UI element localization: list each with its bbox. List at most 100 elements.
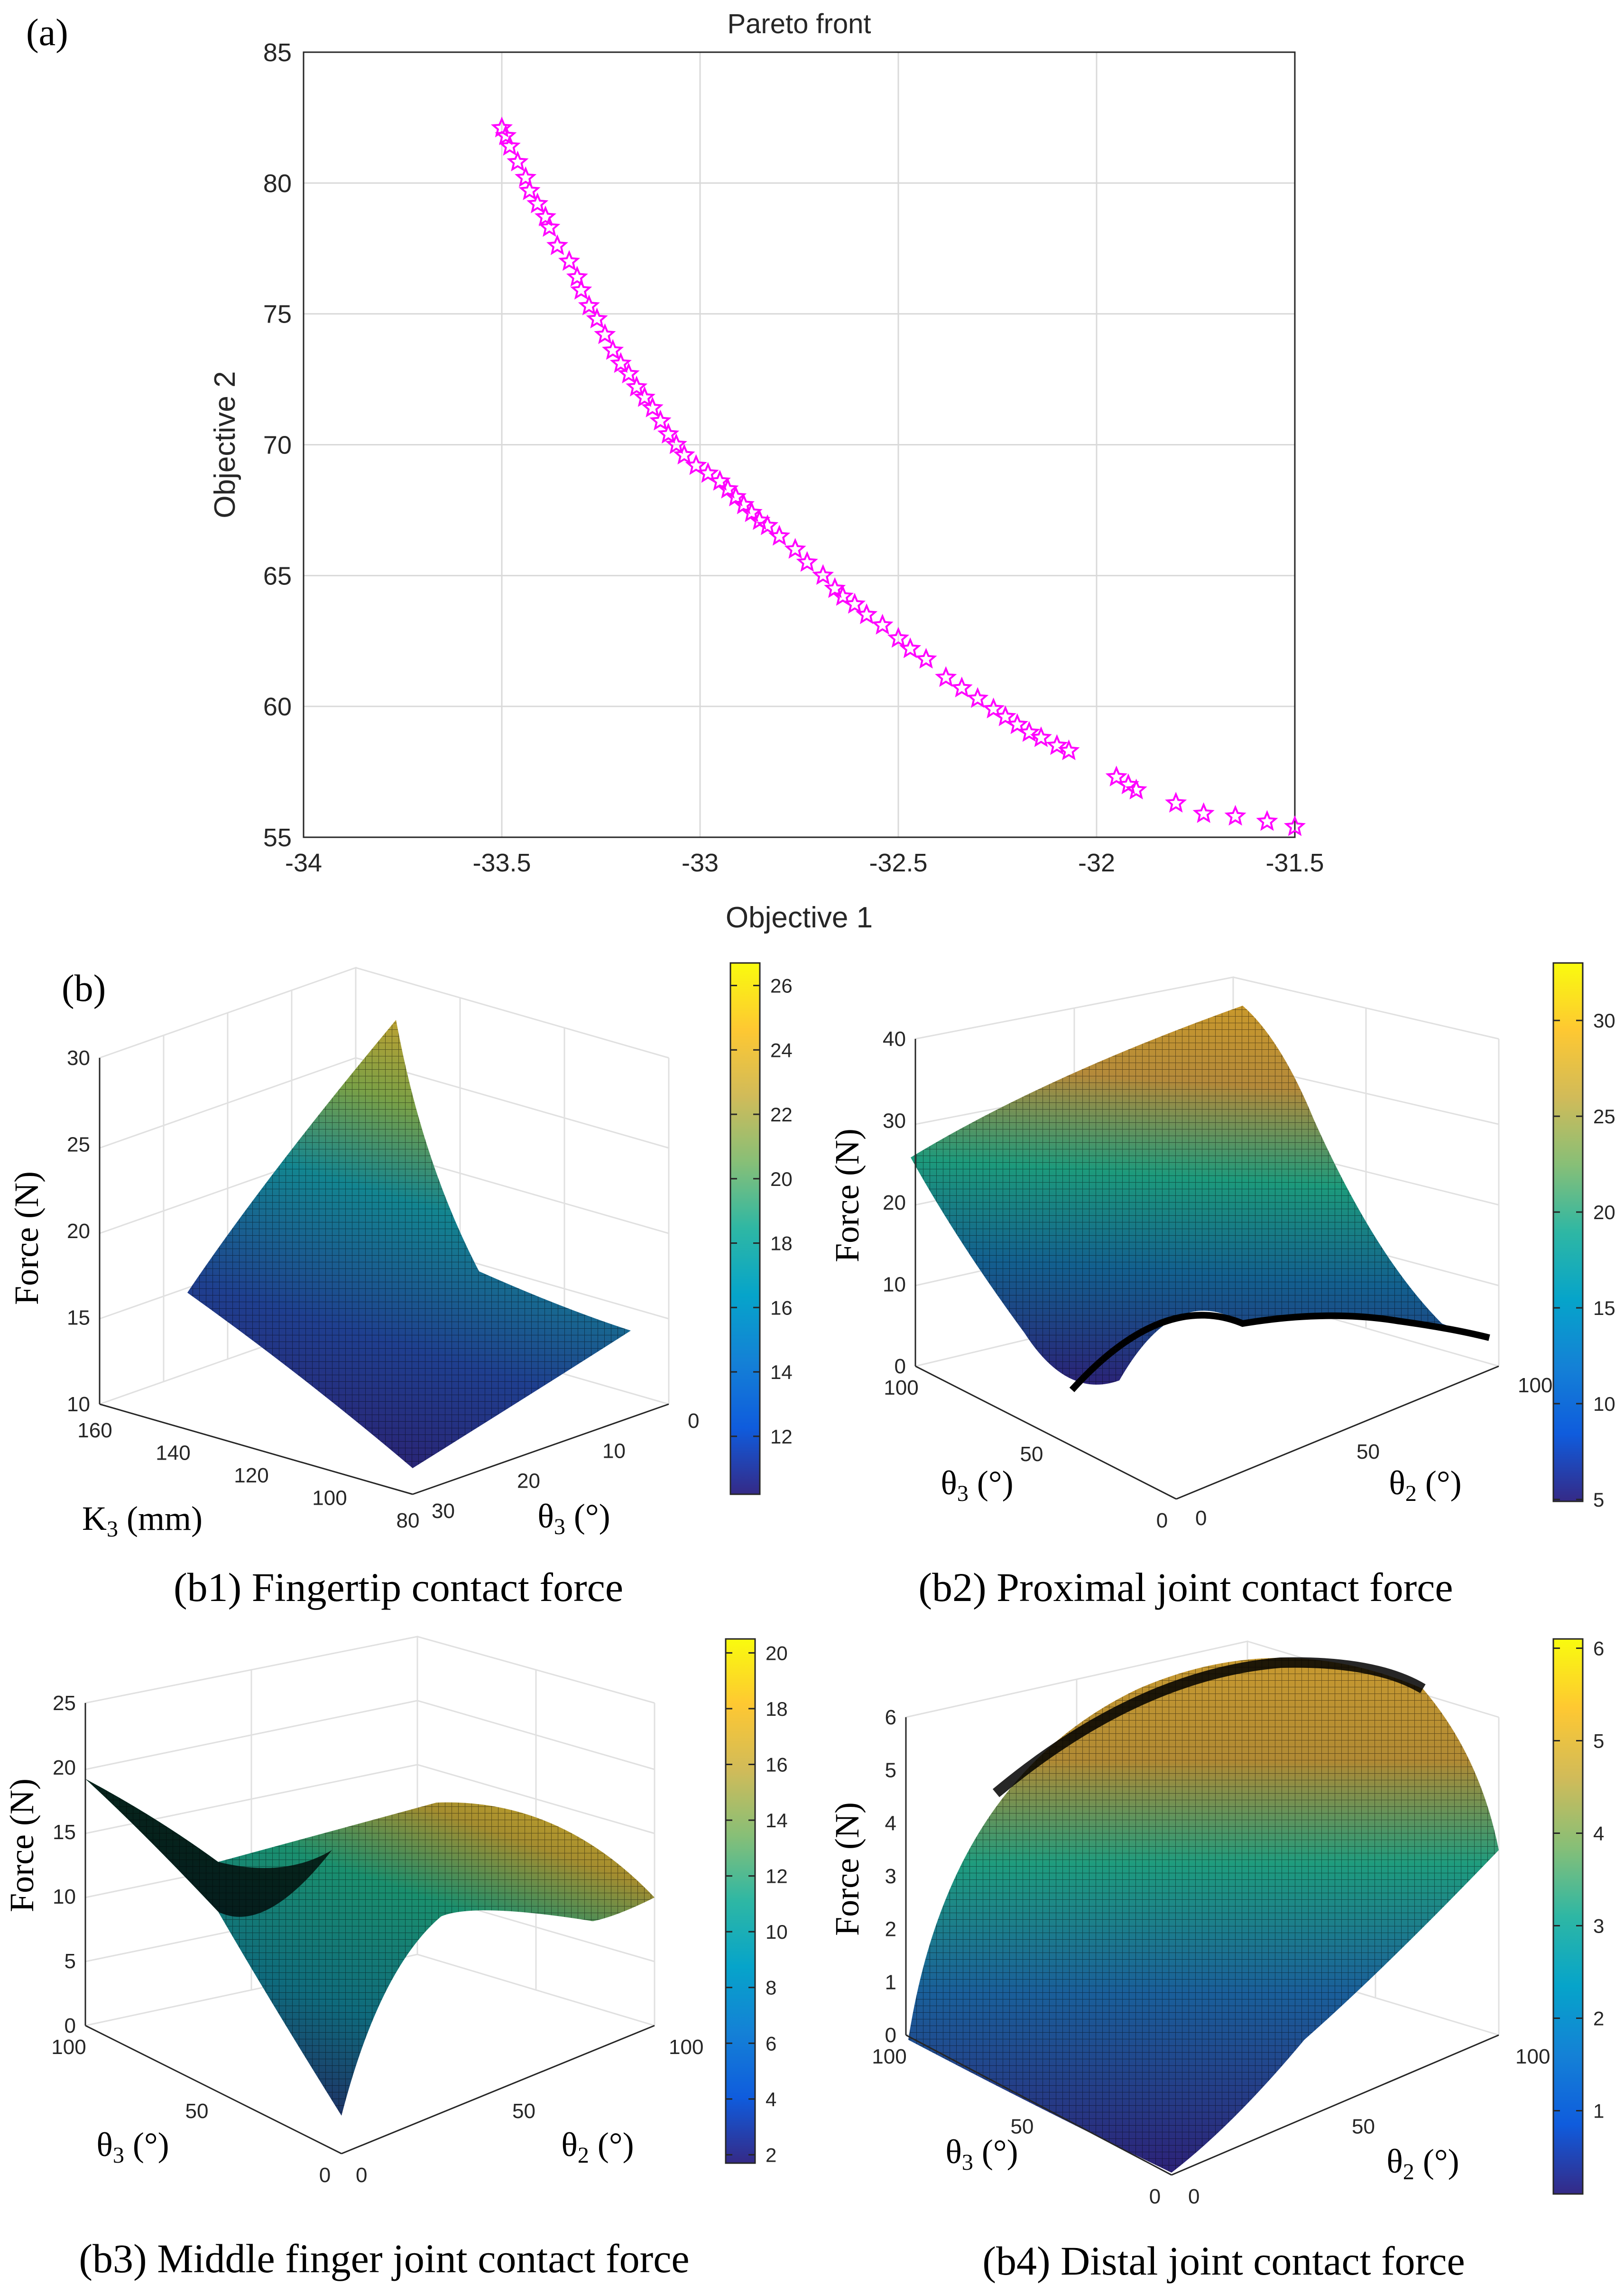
tick-label: 100 [51,2036,86,2059]
tick-label: 100 [1518,1374,1552,1397]
data-point [732,493,755,515]
b2-xlabel: θ3 (°) [941,1464,1013,1506]
data-point [1224,805,1246,826]
tick-label: 6 [885,1706,896,1729]
data-point [1256,810,1278,831]
data-point [1192,802,1215,823]
x-axis-label: Objective 1 [726,901,873,934]
colorbar-label: 12 [766,1865,788,1888]
tick-label: 80 [397,1509,420,1532]
data-point [515,166,537,187]
data-point [685,454,707,475]
b2-zlabel: Force (N) [828,1129,866,1262]
data-point [609,352,632,373]
b3-theta3-ticks: 100 50 0 [51,2036,331,2187]
colorbar-label: 16 [766,1753,788,1776]
x-tick-label: -33 [682,849,719,877]
data-point [626,375,648,397]
b3-xlabel: θ3 (°) [96,2126,169,2168]
data-point [994,705,1016,726]
data-point [950,676,973,698]
b1-caption: (b1) Fingertip contact force [174,1564,623,1610]
tick-label: 20 [883,1191,906,1214]
surface-b4: 0 1 2 3 4 5 6 100 50 0 0 50 100 Force (N) θ3 (°) θ… [828,1638,1604,2284]
tick-label: 50 [1020,1443,1043,1466]
b2-theta3-ticks: 100 50 0 [884,1376,1168,1532]
data-point [856,603,878,624]
data-point [618,362,640,384]
b1-xlabel: K3 (mm) [82,1499,203,1542]
b1-axes-lines [99,1058,669,1495]
colorbar-label: 4 [766,2088,776,2110]
colorbar-label: 24 [770,1039,793,1061]
tick-label: 5 [65,1950,76,1973]
data-point [534,205,556,227]
pareto-front-chart: -34 -33.5 -33 -32.5 -32 -31.5 55 60 65 70 75 80 85 Pa… [209,9,1324,934]
panel-a-label: (a) [26,12,68,54]
data-point [518,179,541,201]
y-tick-label: 55 [263,824,292,852]
data-point [641,397,664,417]
colorbar-gradient [1552,962,1584,1502]
b2-surface-mesh [911,1006,1489,1385]
tick-label: 100 [312,1487,347,1510]
tick-label: 3 [885,1865,896,1888]
b1-ylabel: θ3 (°) [537,1497,610,1539]
tick-label: 100 [1515,2045,1550,2068]
y-tick-label: 80 [263,169,292,198]
tick-label: 160 [77,1419,112,1442]
tick-label: 30 [883,1110,906,1133]
b3-caption: (b3) Middle finger joint contact force [79,2236,689,2281]
data-point [633,386,655,407]
tick-label: 2 [885,1918,896,1941]
y-tick-label: 85 [263,38,292,67]
data-point [1030,726,1052,747]
surface-b3: 0 5 10 15 20 25 100 50 0 0 50 100 Force (N) θ3 (°… [3,1636,788,2281]
tick-label: 0 [1149,2185,1161,2208]
data-point [768,525,791,546]
data-point [796,551,818,572]
b2-colorbar: 5 10 15 20 25 30 [1552,962,1615,1511]
data-point [1046,734,1068,755]
data-point [570,278,592,300]
tick-label: 30 [432,1499,455,1523]
colorbar-label: 4 [1593,1823,1604,1845]
tick-label: 50 [1011,2115,1034,2138]
colorbar-label: 20 [1593,1201,1615,1223]
colorbar-label: 15 [1593,1297,1615,1319]
colorbar-label: 22 [770,1103,793,1126]
b2-caption: (b2) Proximal joint contact force [918,1564,1453,1610]
colorbar-label: 3 [1593,1915,1604,1937]
tick-label: 15 [53,1821,76,1844]
b3-surface-mesh [85,1779,655,2116]
colorbar-label: 1 [1593,2100,1604,2122]
x-tick-label: -31.5 [1265,849,1324,877]
colorbar-label: 20 [770,1168,793,1190]
data-point [1165,792,1187,813]
x-tick-label: -33.5 [472,849,531,877]
data-point [967,687,989,708]
data-point [602,339,624,360]
colorbar-label: 16 [770,1296,793,1319]
colorbar-gradient [729,962,761,1495]
colorbar-label: 12 [770,1425,793,1448]
data-point [899,637,922,658]
y-axis-label: Objective 2 [209,371,241,518]
b3-colorbar: 2 4 6 8 10 12 14 16 18 20 [725,1638,788,2166]
b4-z-ticks: 0 1 2 3 4 5 6 [885,1706,896,2047]
tick-label: 5 [885,1759,896,1782]
tick-label: 10 [602,1439,626,1462]
data-point [697,462,719,483]
b4-xlabel: θ3 (°) [945,2133,1018,2175]
colorbar-label: 10 [1593,1393,1615,1415]
tick-label: 0 [356,2164,367,2187]
tick-label: 25 [53,1692,76,1715]
b4-surface-mesh [908,1658,1499,2173]
tick-label: 0 [1195,1507,1207,1530]
data-point [831,585,854,606]
data-point [538,216,561,237]
y-tick-label: 60 [263,693,292,721]
colorbar-label: 2 [766,2144,776,2166]
